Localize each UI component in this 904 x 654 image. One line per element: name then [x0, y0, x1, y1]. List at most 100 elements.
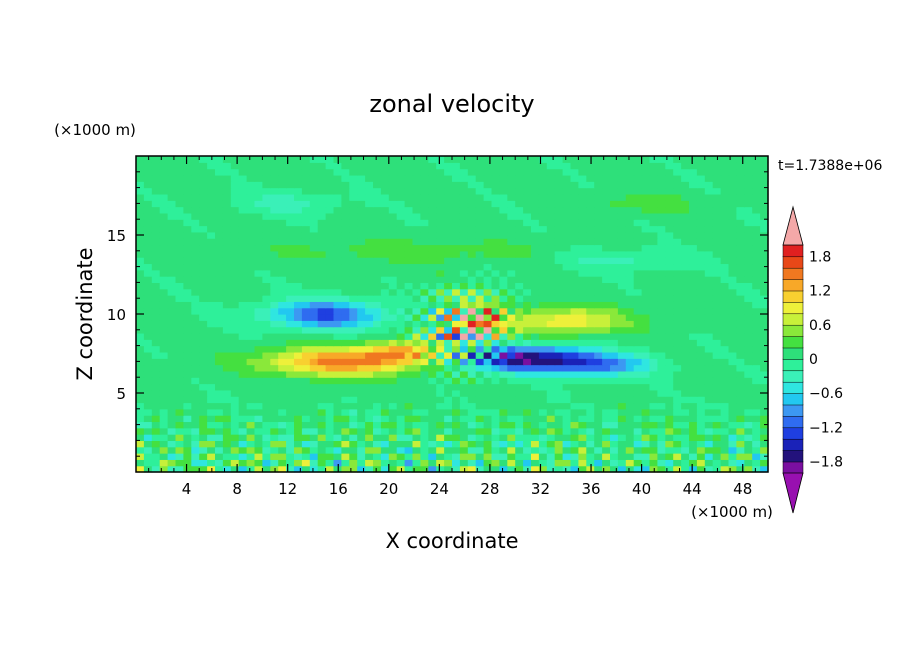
- heatmap-cell: [404, 320, 414, 328]
- heatmap-cell: [404, 269, 414, 277]
- heatmap-cell: [222, 326, 232, 334]
- heatmap-cell: [467, 320, 477, 328]
- heatmap-cell: [570, 358, 579, 366]
- heatmap-cell: [428, 295, 437, 302]
- heatmap-cell: [175, 174, 184, 182]
- heatmap-cell: [404, 206, 414, 214]
- heatmap-cell: [420, 320, 429, 328]
- heatmap-cell: [420, 345, 429, 353]
- heatmap-cell: [594, 263, 603, 271]
- heatmap-cell: [507, 326, 516, 334]
- heatmap-cell: [736, 162, 745, 170]
- heatmap-cell: [657, 364, 666, 372]
- heatmap-cell: [317, 459, 327, 467]
- heatmap-cell: [673, 402, 682, 410]
- heatmap-cell: [531, 257, 540, 265]
- heatmap-cell: [760, 301, 769, 309]
- heatmap-cell: [752, 415, 761, 423]
- heatmap-cell: [420, 244, 429, 252]
- heatmap-cell: [673, 370, 682, 378]
- heatmap-cell: [420, 206, 429, 214]
- heatmap-cell: [246, 200, 256, 208]
- heatmap-cell: [562, 332, 572, 340]
- heatmap-cell: [641, 453, 651, 460]
- colorbar-segment: [782, 324, 804, 337]
- heatmap-cell: [309, 301, 319, 309]
- heatmap-cell: [483, 168, 493, 176]
- heatmap-cell: [578, 440, 587, 448]
- heatmap-cell: [452, 288, 461, 296]
- heatmap-cell: [396, 174, 406, 182]
- heatmap-cell: [167, 389, 177, 397]
- heatmap-cell: [586, 396, 595, 404]
- heatmap-cell: [491, 339, 500, 347]
- heatmap-cell: [467, 174, 477, 182]
- heatmap-cell: [475, 408, 485, 416]
- heatmap-cell: [546, 295, 556, 302]
- heatmap-cell: [610, 162, 619, 170]
- heatmap-cell: [238, 162, 248, 170]
- heatmap-cell: [175, 288, 184, 296]
- heatmap-cell: [681, 332, 690, 340]
- heatmap-cell: [151, 383, 161, 391]
- heatmap-cell: [475, 187, 485, 195]
- heatmap-cell: [546, 276, 556, 283]
- heatmap-cell: [752, 219, 761, 227]
- heatmap-cell: [309, 156, 319, 163]
- heatmap-cell: [531, 156, 540, 163]
- heatmap-cell: [215, 263, 224, 271]
- heatmap-cell: [736, 276, 745, 283]
- heatmap-cell: [704, 257, 714, 265]
- heatmap-cell: [444, 168, 453, 176]
- heatmap-cell: [349, 402, 358, 410]
- heatmap-cell: [143, 408, 153, 416]
- heatmap-cell: [373, 320, 382, 328]
- heatmap-cell: [625, 396, 635, 404]
- heatmap-cell: [633, 351, 643, 359]
- heatmap-cell: [246, 206, 256, 214]
- heatmap-cell: [136, 396, 145, 404]
- heatmap-cell: [270, 193, 279, 201]
- heatmap-cell: [136, 453, 145, 460]
- heatmap-cell: [246, 276, 256, 283]
- heatmap-cell: [175, 434, 184, 441]
- heatmap-cell: [696, 269, 706, 277]
- heatmap-cell: [151, 257, 161, 265]
- heatmap-cell: [349, 225, 358, 233]
- heatmap-cell: [602, 453, 611, 460]
- heatmap-cell: [570, 162, 579, 170]
- heatmap-cell: [744, 446, 753, 454]
- heatmap-cell: [760, 402, 769, 410]
- colorbar-segment: [782, 301, 804, 315]
- heatmap-cell: [673, 282, 682, 290]
- heatmap-cell: [301, 231, 311, 239]
- heatmap-cell: [578, 187, 587, 195]
- heatmap-cell: [712, 326, 722, 334]
- heatmap-cell: [467, 231, 477, 239]
- heatmap-cell: [349, 244, 358, 252]
- heatmap-cell: [444, 156, 453, 163]
- heatmap-cell: [689, 396, 698, 404]
- heatmap-cell: [207, 396, 216, 404]
- heatmap-cell: [554, 282, 564, 290]
- heatmap-cell: [159, 301, 169, 309]
- heatmap-cell: [420, 364, 429, 372]
- heatmap-cell: [215, 219, 224, 227]
- heatmap-cell: [444, 288, 453, 296]
- heatmap-cell: [183, 351, 192, 359]
- heatmap-cell: [657, 200, 666, 208]
- heatmap-cell: [625, 351, 635, 359]
- heatmap-cell: [633, 364, 643, 372]
- heatmap-cell: [349, 162, 358, 170]
- heatmap-cell: [207, 453, 216, 460]
- heatmap-cell: [546, 282, 556, 290]
- heatmap-cell: [625, 332, 635, 340]
- heatmap-cell: [365, 156, 374, 163]
- heatmap-cell: [586, 250, 595, 258]
- heatmap-cell: [752, 257, 761, 265]
- heatmap-cell: [270, 453, 279, 460]
- heatmap-cell: [523, 250, 532, 258]
- heatmap-cell: [270, 408, 279, 416]
- heatmap-cell: [689, 162, 698, 170]
- heatmap-cell: [523, 257, 532, 265]
